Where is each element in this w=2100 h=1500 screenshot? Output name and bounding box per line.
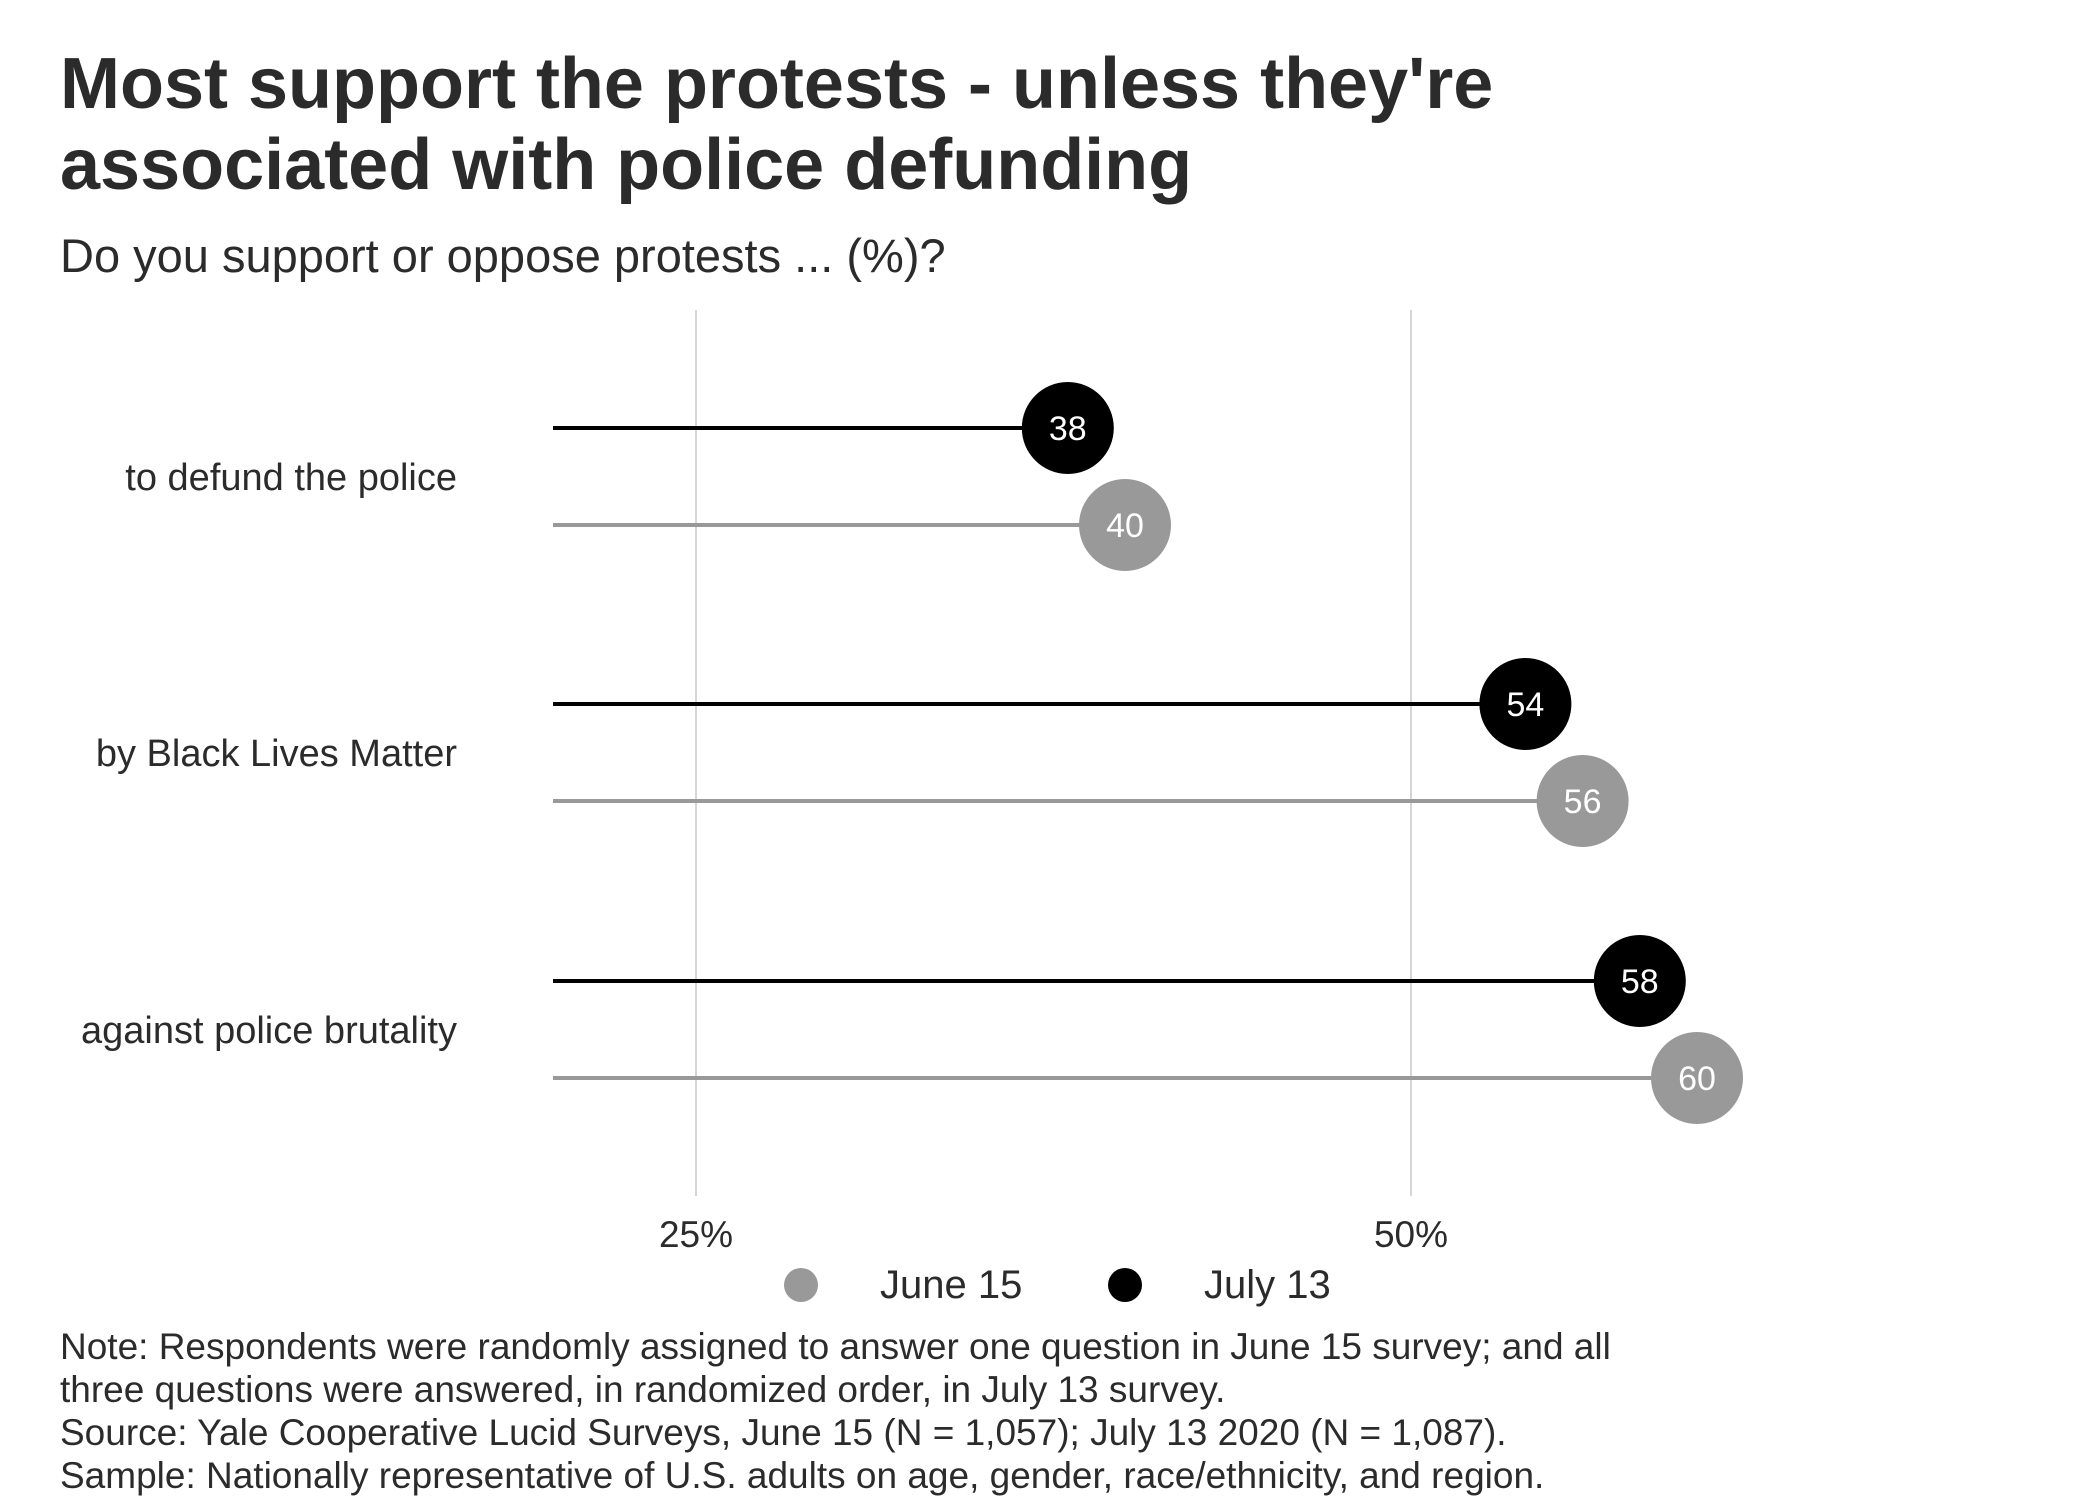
- caption-note-line-1: Note: Respondents were randomly assigned…: [60, 1326, 1611, 1367]
- data-label-june-15-by-black-lives-matter: 56: [1564, 783, 1602, 821]
- point-july-13-by-black-lives-matter: [1479, 658, 1572, 750]
- caption-note-line-2: three questions were answered, in random…: [60, 1369, 1226, 1410]
- caption-source: Source: Yale Cooperative Lucid Surveys, …: [60, 1412, 1507, 1453]
- x-tick-label-25: 25%: [659, 1214, 733, 1250]
- point-june-15-to-defund-the-police: [1079, 479, 1171, 571]
- category-label-by-black-lives-matter: by Black Lives Matter: [96, 733, 457, 775]
- point-june-15-by-black-lives-matter: [1536, 755, 1629, 847]
- series-marks: 38 54 58 40 56 60: [553, 382, 1743, 1124]
- category-label-to-defund-the-police: to defund the police: [125, 457, 457, 499]
- x-axis-ticks: 25% 50%: [659, 1214, 1448, 1250]
- legend-label-june: June 15: [880, 1262, 1023, 1307]
- chart-title-line-1: Most support the protests - unless they'…: [60, 44, 1494, 124]
- point-july-13-against-police-brutality: [1593, 935, 1686, 1027]
- legend-item-june: June 15: [784, 1255, 1022, 1315]
- point-july-13-to-defund-the-police: [1021, 382, 1114, 474]
- point-june-15-against-police-brutality: [1651, 1032, 1743, 1124]
- chart-title-line-2: associated with police defunding: [60, 125, 1193, 205]
- legend: June 15 July 13: [0, 1255, 2100, 1315]
- legend-dot-july: [1108, 1268, 1142, 1302]
- category-label-against-police-brutality: against police brutality: [81, 1010, 457, 1052]
- x-tick-label-50: 50%: [1374, 1214, 1448, 1250]
- legend-dot-june: [784, 1268, 818, 1302]
- lollipop-chart: 25% 50% to defund the police by Black Live…: [81, 310, 1743, 1250]
- gridlines: [695, 310, 1412, 1196]
- data-label-july-13-against-police-brutality: 58: [1621, 963, 1659, 1001]
- legend-label-july: July 13: [1204, 1262, 1331, 1307]
- chart-caption: Note: Respondents were randomly assigned…: [60, 1325, 2060, 1497]
- data-label-june-15-to-defund-the-police: 40: [1106, 507, 1144, 545]
- data-label-june-15-against-police-brutality: 60: [1678, 1060, 1716, 1098]
- legend-item-july: July 13: [1108, 1255, 1331, 1315]
- chart-subtitle: Do you support or oppose protests ... (%…: [60, 229, 946, 282]
- data-label-july-13-to-defund-the-police: 38: [1049, 410, 1087, 448]
- category-labels: to defund the police by Black Lives Matte…: [81, 457, 457, 1052]
- chart-title: Most support the protests - unless they'…: [60, 44, 1960, 206]
- data-label-july-13-by-black-lives-matter: 54: [1506, 686, 1544, 724]
- caption-sample: Sample: Nationally representative of U.S…: [60, 1455, 1545, 1496]
